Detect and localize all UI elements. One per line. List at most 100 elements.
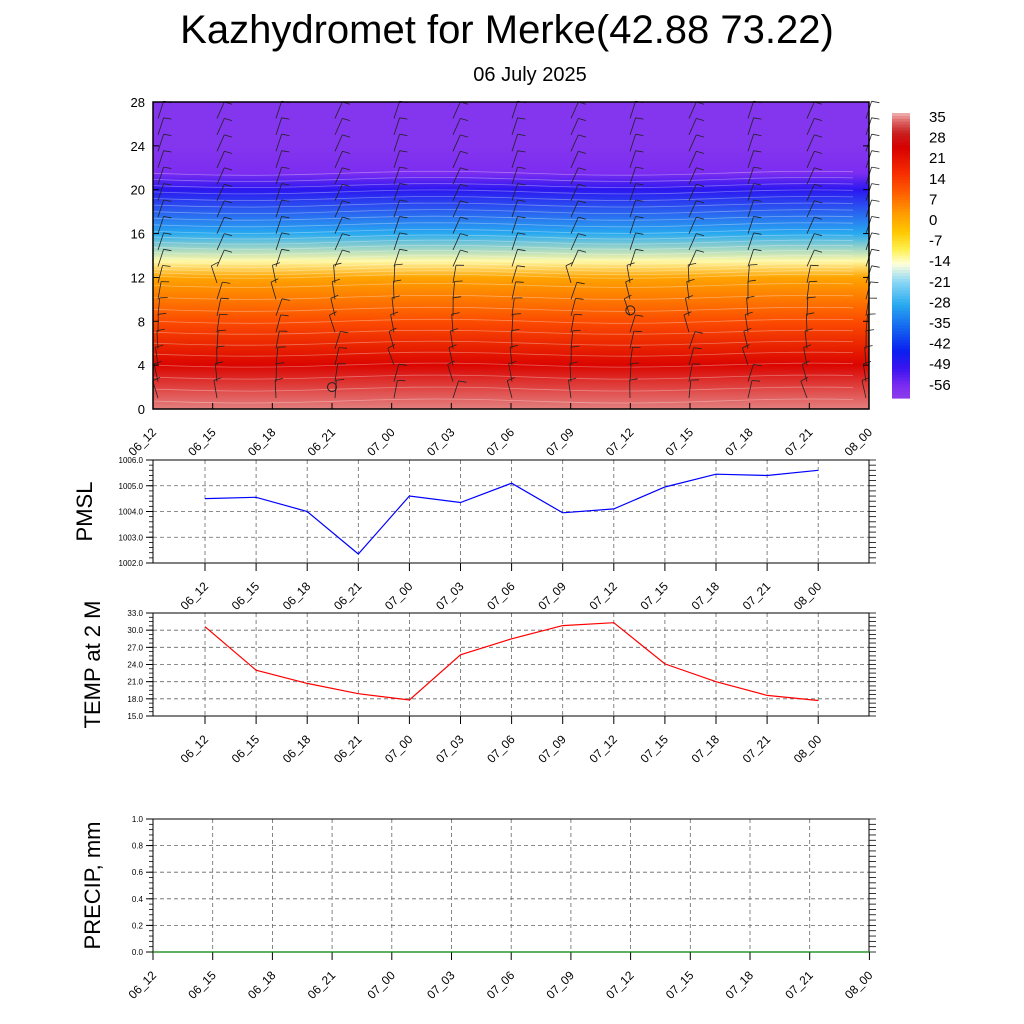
wind-barb-flag — [399, 183, 408, 186]
wind-barb — [329, 314, 336, 333]
wind-barb-flag — [222, 281, 231, 284]
y-tick-label: 16 — [131, 227, 145, 242]
wind-barb-flag — [814, 134, 823, 138]
wind-barb-flag — [753, 199, 762, 202]
colorbar-label: -7 — [929, 233, 942, 250]
wind-barb — [275, 363, 277, 382]
colorbar-swatch — [892, 133, 910, 137]
colorbar-swatch — [892, 267, 910, 271]
colorbar-swatch — [892, 264, 910, 268]
x-tick-label: 06_12 — [178, 732, 212, 766]
colorbar: 35 28 21 14 7 0 -7 -14 -21 -28 -35 -42 -49 -56 — [892, 109, 951, 399]
x-tick-label: 07_21 — [782, 425, 816, 459]
colorbar-swatch — [892, 127, 910, 132]
colorbar-swatch — [892, 328, 910, 332]
wind-barb — [334, 347, 340, 366]
wind-barb-flag — [578, 150, 587, 154]
wind-barb — [157, 117, 164, 136]
wind-barb-flag — [578, 167, 587, 171]
contour-line — [152, 374, 854, 380]
wind-barb — [806, 101, 815, 119]
wind-barb — [275, 216, 282, 234]
wind-barb-flag — [398, 363, 407, 366]
wind-barb — [334, 331, 341, 349]
contour-line — [152, 318, 854, 324]
wind-barb-flag — [871, 166, 880, 169]
x-tick-label: 07_00 — [364, 425, 398, 459]
wind-barb-flag — [281, 133, 290, 136]
wind-barb — [210, 265, 218, 284]
wind-barb — [334, 200, 343, 218]
wind-barb — [452, 281, 455, 300]
wind-barb-flag — [814, 216, 823, 220]
colorbar-swatch — [892, 389, 910, 393]
contour-line — [152, 351, 854, 357]
contour-line — [152, 294, 854, 300]
wind-barb — [625, 281, 631, 300]
wind-barb — [570, 249, 579, 267]
wind-barb-flag — [635, 232, 644, 235]
wind-barb-flag — [460, 249, 469, 253]
wind-barb — [452, 380, 459, 399]
wind-barb-flag — [460, 134, 469, 138]
wind-barb — [511, 101, 518, 119]
wind-barb-flag — [460, 233, 469, 237]
wind-barb-flag — [460, 200, 469, 204]
colorbar-swatch — [892, 246, 910, 251]
wind-barb-flag — [332, 278, 340, 282]
wind-barb — [570, 233, 579, 251]
colorbar-swatch — [892, 217, 910, 222]
wind-barb — [275, 249, 282, 267]
wind-barb — [393, 166, 400, 185]
wind-barb — [275, 150, 282, 168]
wind-barb — [747, 183, 754, 201]
wind-barb-flag — [163, 216, 172, 219]
wind-barb-flag — [696, 249, 705, 253]
wind-barb — [570, 216, 579, 234]
wind-barb — [216, 184, 225, 201]
wind-barb — [452, 249, 461, 267]
wind-barb — [629, 232, 636, 251]
wind-barb — [157, 249, 164, 267]
colorbar-swatch — [892, 179, 910, 184]
wind-barb — [626, 265, 631, 283]
colorbar-swatch — [892, 304, 910, 309]
colorbar-swatch — [892, 255, 910, 260]
wind-barb-flag — [803, 344, 812, 348]
wind-barb — [511, 150, 518, 168]
wind-barb — [275, 134, 282, 152]
x-tick-label: 07_21 — [740, 579, 774, 613]
contour-line — [152, 398, 854, 404]
wind-barb-flag — [578, 216, 587, 220]
colorbar-swatch — [892, 261, 910, 265]
wind-barb — [393, 101, 400, 119]
colorbar-swatch — [892, 290, 910, 294]
wind-barb — [688, 200, 697, 218]
colorbar-swatch — [892, 299, 910, 303]
wind-barb-flag — [510, 344, 518, 348]
colorbar-swatch — [892, 392, 910, 396]
y-tick-label: 0.2 — [132, 921, 144, 930]
wind-barb — [688, 347, 695, 366]
x-tick-label: 07_00 — [382, 579, 416, 613]
colorbar-swatch — [892, 348, 910, 353]
wind-barb — [330, 298, 336, 316]
wind-barb-flag — [802, 360, 810, 365]
wind-barb — [216, 249, 225, 267]
wind-barb — [452, 216, 461, 234]
colorbar-swatch — [892, 377, 910, 382]
wind-barb-flag — [565, 261, 574, 267]
wind-barb-flag — [281, 166, 290, 169]
wind-barb — [216, 151, 225, 168]
x-tick-label: 07_12 — [603, 968, 637, 1002]
colorbar-swatch — [892, 278, 910, 283]
wind-barb-flag — [399, 248, 408, 252]
wind-barb — [157, 183, 164, 201]
y-tick-label: 1002.0 — [119, 559, 144, 568]
x-tick-label: 07_09 — [535, 732, 569, 766]
x-tick-label: 07_00 — [382, 732, 416, 766]
wind-barb — [629, 199, 636, 218]
x-tick-label: 06_12 — [126, 425, 160, 459]
x-tick-label: 07_12 — [586, 732, 620, 766]
wind-barb-flag — [336, 379, 345, 381]
